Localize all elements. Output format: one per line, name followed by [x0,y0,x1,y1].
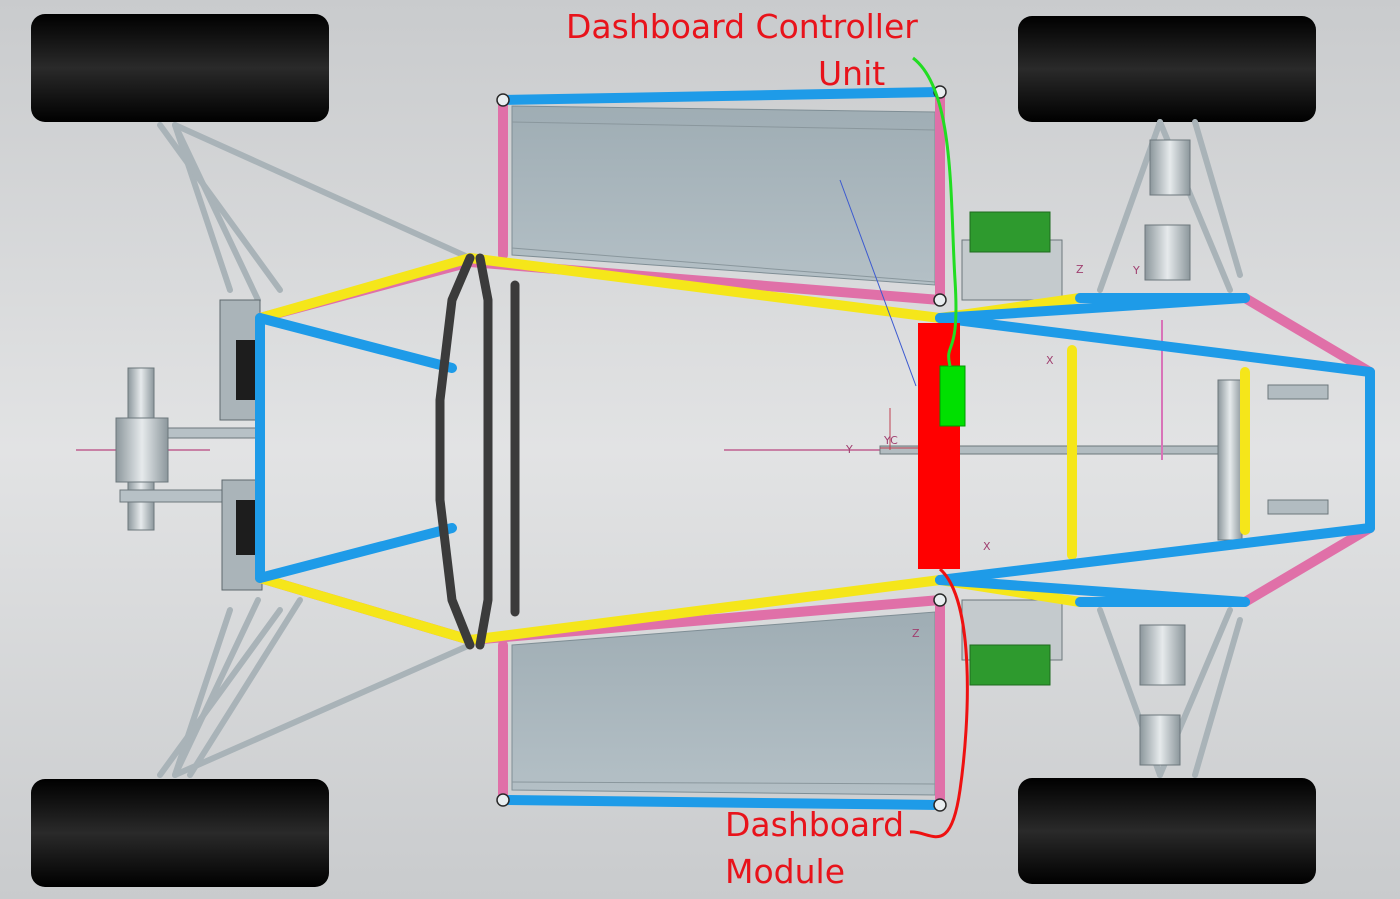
module-leader-line [909,567,969,839]
axis-z-2: Z [912,627,920,640]
inverter-units [961,211,1063,686]
front-suspension [157,122,473,778]
axis-x-2: X [983,540,991,553]
controller-leader-line [912,56,958,367]
dashboard-module [918,323,960,569]
side-pod-bottom [511,611,936,796]
side-impact-tubes [255,253,1250,645]
dashboard-controller-unit-label-line2: Unit [818,54,886,93]
front-hub-assembly [76,299,263,591]
cad-axis-markers: YC Y Y X X Z Z [839,179,1140,640]
tyre-front-left [31,14,329,122]
dashboard-module-label-line1: Dashboard [725,805,905,844]
rear-drivetrain [724,139,1329,766]
dashboard-controller-unit-label-line1: Dashboard Controller [566,7,918,46]
roll-hoop [435,253,520,650]
tyre-front-right [31,779,329,887]
tyre-rear-right [1018,778,1316,884]
side-pod-top [511,105,936,286]
axis-yc: YC [883,434,898,447]
tyres [31,14,1316,887]
tube-joints [496,85,947,812]
dashboard-module-label-line2: Module [725,852,845,891]
axis-y-2: Y [1132,264,1140,277]
tyre-rear-left [1018,16,1316,122]
dashboard-controller-unit [939,365,966,427]
side-pods [511,105,936,796]
main-frame-tubes [255,87,1375,810]
axis-z-1: Z [1076,263,1084,276]
axis-x-1: X [1046,354,1054,367]
axis-y-1: Y [845,443,853,456]
